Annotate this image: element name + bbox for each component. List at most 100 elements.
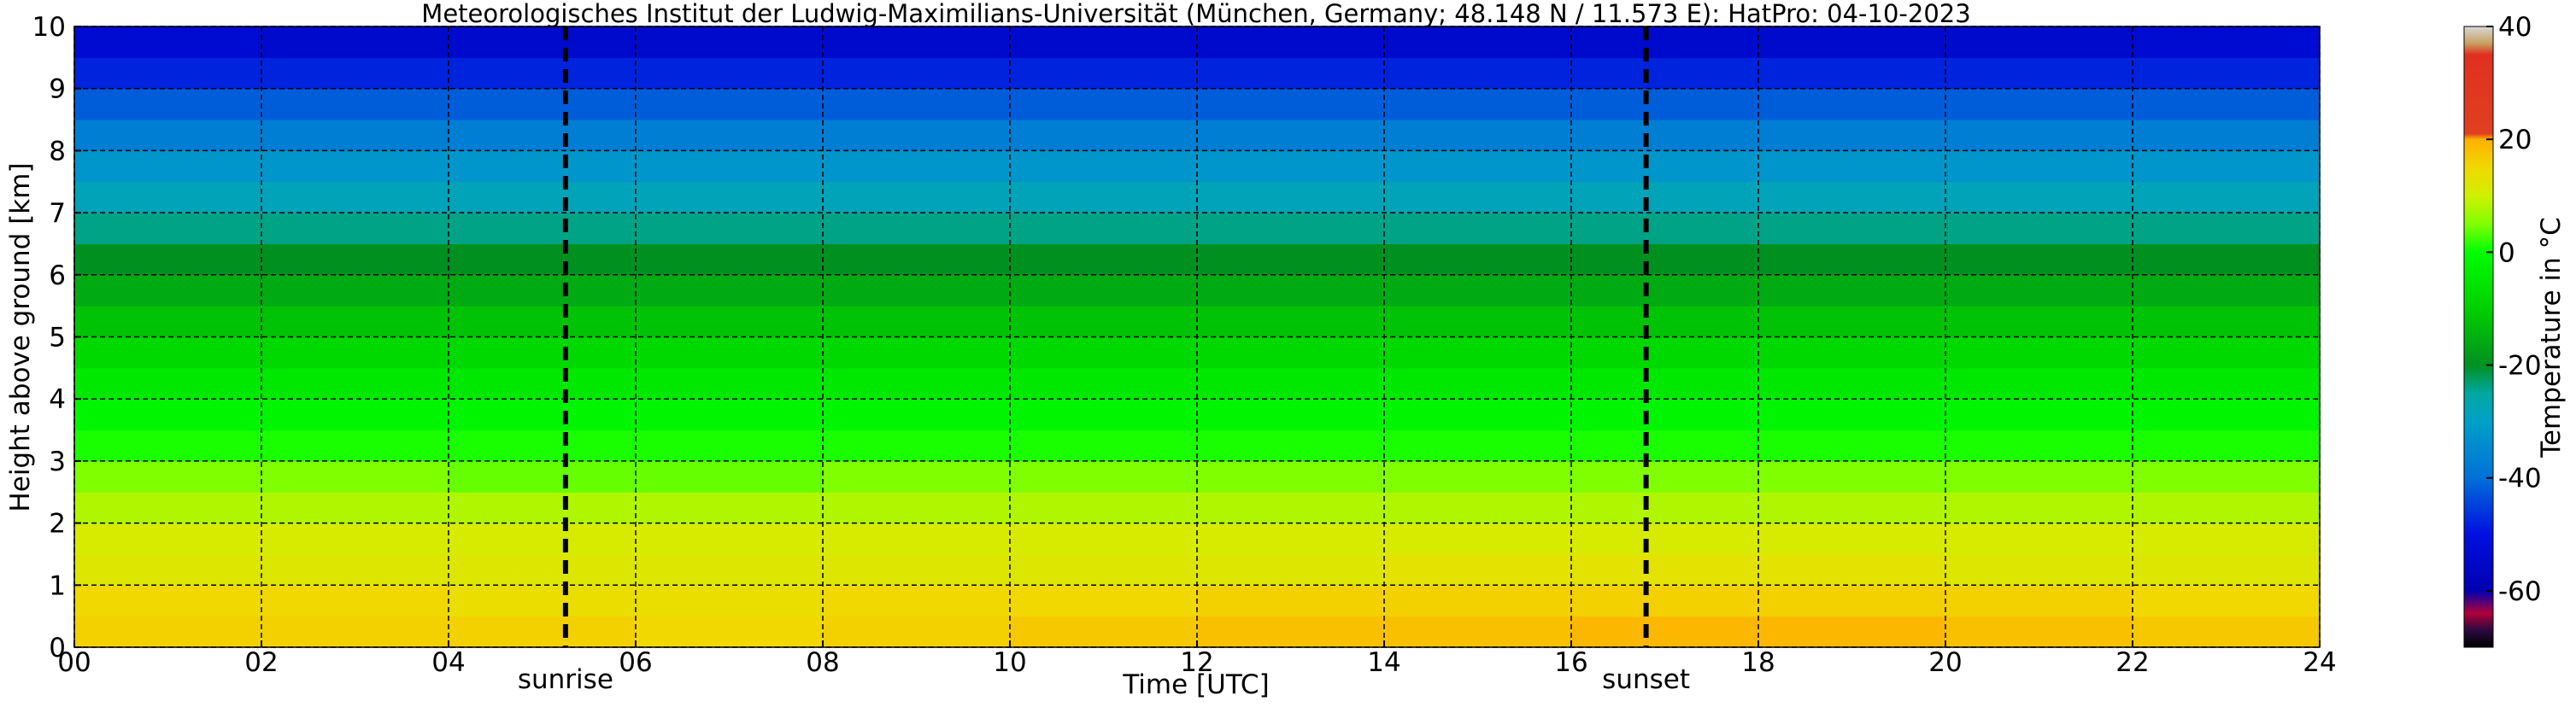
heatmap-cell <box>449 120 637 151</box>
heatmap-cell <box>823 88 1011 120</box>
heatmap-cell <box>1197 523 1385 555</box>
heatmap-cell <box>2133 585 2321 617</box>
heatmap-cell <box>1384 553 1572 586</box>
chart-title: Meteorologisches Institut der Ludwig-Max… <box>421 0 1970 28</box>
heatmap-cell <box>1384 429 1572 462</box>
heatmap-cell <box>636 243 824 276</box>
heatmap-cell <box>1010 88 1198 120</box>
heatmap-cell <box>261 492 449 524</box>
heatmap-cell <box>636 523 824 555</box>
heatmap-cell <box>449 213 637 245</box>
colorbar-label: Temperature in °C <box>2536 217 2567 458</box>
heatmap-cell <box>823 429 1011 462</box>
heatmap-cell <box>261 585 449 617</box>
heatmap-cell <box>1945 399 2133 431</box>
heatmap-cell <box>1571 243 1759 276</box>
heatmap-cell <box>1010 336 1198 369</box>
heatmap-cell <box>636 150 824 183</box>
heatmap-cell <box>1758 429 1946 462</box>
heatmap-cell <box>1384 150 1572 183</box>
heatmap-cell <box>1945 88 2133 120</box>
heatmap-cell <box>1571 336 1759 369</box>
x-tick-label: 10 <box>993 647 1026 678</box>
heatmap-cell <box>449 585 637 617</box>
heatmap-cell <box>2133 429 2321 462</box>
heatmap-cell <box>1945 274 2133 307</box>
heatmap-cell <box>636 429 824 462</box>
heatmap-cell <box>823 150 1011 183</box>
x-tick-label: 14 <box>1367 647 1400 678</box>
heatmap-cell <box>1010 429 1198 462</box>
heatmap-cell <box>1945 150 2133 183</box>
heatmap-cell <box>1384 336 1572 369</box>
heatmap-cell <box>1384 274 1572 307</box>
heatmap-cell <box>74 120 262 151</box>
heatmap-cell <box>823 553 1011 586</box>
heatmap-cell <box>449 57 637 90</box>
heatmap-cell <box>1571 523 1759 555</box>
heatmap-cell <box>1945 616 2133 648</box>
heatmap-cell <box>2133 274 2321 307</box>
heatmap-cell <box>261 553 449 586</box>
heatmap-cell <box>74 336 262 369</box>
heatmap-cell <box>261 243 449 276</box>
heatmap-cell <box>823 306 1011 338</box>
heatmap-cell <box>1945 523 2133 555</box>
y-axis-label: Height above ground [km] <box>5 162 36 511</box>
x-tick-label: 24 <box>2303 647 2336 678</box>
heatmap-cell <box>823 399 1011 431</box>
heatmap-cell <box>74 88 262 120</box>
heatmap-cell <box>1945 492 2133 524</box>
heatmap-cell <box>449 306 637 338</box>
heatmap-cell <box>636 57 824 90</box>
heatmap-cell <box>636 274 824 307</box>
heatmap-cell <box>261 336 449 369</box>
heatmap-cell <box>1384 492 1572 524</box>
heatmap-cell <box>1758 274 1946 307</box>
heatmap-cell <box>823 26 1011 58</box>
heatmap-cell <box>636 492 824 524</box>
heatmap-cell <box>1197 150 1385 183</box>
heatmap-cell <box>1010 306 1198 338</box>
heatmap-cell <box>261 181 449 213</box>
heatmap-cell <box>449 460 637 493</box>
heatmap-cell <box>1758 57 1946 90</box>
heatmap-cell <box>74 523 262 555</box>
heatmap-cell <box>1758 585 1946 617</box>
heatmap-cell <box>1384 120 1572 151</box>
heatmap-cell <box>1945 367 2133 400</box>
heatmap-cell <box>2133 181 2321 213</box>
heatmap-cell <box>74 585 262 617</box>
y-tick-label: 2 <box>49 509 66 540</box>
colorbar-tick-label: -20 <box>2498 351 2542 382</box>
heatmap-cell <box>823 492 1011 524</box>
heatmap-cell <box>449 523 637 555</box>
heatmap-cell <box>1010 213 1198 245</box>
heatmap-cell <box>1010 553 1198 586</box>
y-tick-label: 7 <box>49 198 66 229</box>
heatmap-cell <box>823 213 1011 245</box>
heatmap-cell <box>1197 429 1385 462</box>
heatmap-cell <box>1758 460 1946 493</box>
heatmap-cell <box>1758 399 1946 431</box>
heatmap-cell <box>1571 429 1759 462</box>
heatmap-cell <box>2133 213 2321 245</box>
x-tick-label: 00 <box>57 647 91 678</box>
heatmap-cell <box>823 274 1011 307</box>
heatmap-cell <box>1758 150 1946 183</box>
heatmap-cell <box>1758 553 1946 586</box>
heatmap-cell <box>1197 306 1385 338</box>
y-tick-label: 1 <box>49 570 66 601</box>
x-tick-label: 06 <box>619 647 652 678</box>
heatmap-cell <box>1571 57 1759 90</box>
heatmap-cell <box>823 616 1011 648</box>
heatmap-cell <box>2133 306 2321 338</box>
heatmap-cell <box>1571 399 1759 431</box>
heatmap-cell <box>1010 243 1198 276</box>
heatmap-cell <box>636 553 824 586</box>
plot-frame <box>73 26 2321 648</box>
heatmap-cell <box>74 429 262 462</box>
heatmap-cell <box>449 274 637 307</box>
heatmap-cell <box>449 150 637 183</box>
